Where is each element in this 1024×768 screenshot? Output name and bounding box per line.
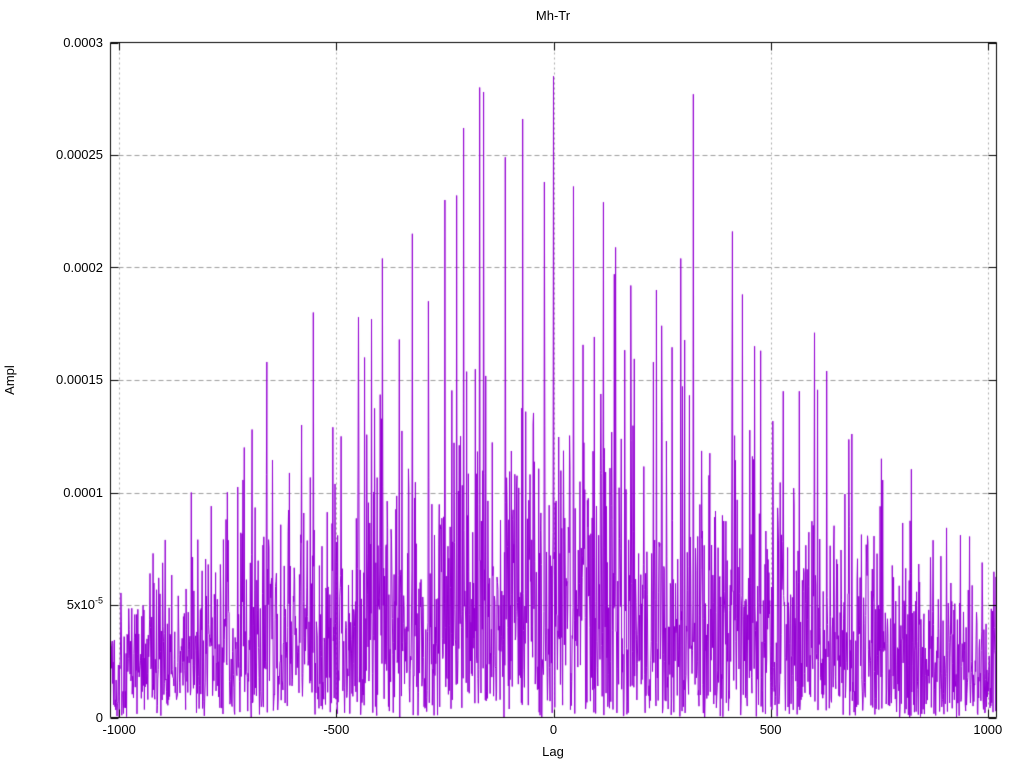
x-tick-label: 0 [549, 722, 558, 737]
y-tick-label: 0.0001 [63, 484, 103, 500]
y-tick-label: 0.00015 [56, 372, 103, 387]
x-tick-label: 1000 [973, 722, 1003, 737]
chart-title: Mh-Tr [535, 8, 571, 23]
x-tick-label: -500 [323, 722, 350, 737]
y-tick-label: 0 [95, 709, 103, 725]
x-tick-label: -1000 [102, 722, 136, 737]
x-tick-label: 500 [759, 722, 782, 737]
y-tick-label: 5x10-5 [66, 595, 103, 612]
y-tick-label: 0.0002 [63, 259, 103, 275]
x-axis-label: Lag [542, 744, 564, 759]
y-tick-label: 0.0003 [63, 34, 103, 50]
y-tick-label: 0.00025 [56, 147, 103, 162]
